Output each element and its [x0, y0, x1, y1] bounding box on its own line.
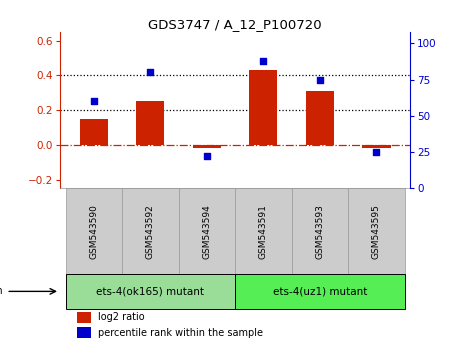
Text: GSM543595: GSM543595 [372, 204, 381, 259]
Bar [178, 188, 235, 274]
Bar [362, 145, 390, 148]
Text: GSM543594: GSM543594 [202, 204, 211, 258]
Text: percentile rank within the sample: percentile rank within the sample [99, 328, 264, 338]
Title: GDS3747 / A_12_P100720: GDS3747 / A_12_P100720 [148, 18, 322, 31]
Text: log2 ratio: log2 ratio [99, 312, 145, 322]
Bar [77, 327, 91, 338]
Bar [136, 101, 165, 145]
Text: GSM543592: GSM543592 [146, 204, 155, 258]
Bar [193, 145, 221, 148]
Point [203, 154, 211, 159]
Point [316, 77, 324, 82]
Text: GSM543590: GSM543590 [89, 204, 98, 259]
Bar [65, 188, 122, 274]
Text: ets-4(ok165) mutant: ets-4(ok165) mutant [96, 286, 204, 296]
Text: ets-4(uz1) mutant: ets-4(uz1) mutant [273, 286, 367, 296]
Bar [306, 91, 334, 145]
Text: GSM543591: GSM543591 [259, 204, 268, 259]
Bar [77, 312, 91, 322]
Point [372, 149, 380, 155]
Bar [80, 119, 108, 145]
Bar [235, 188, 292, 274]
Bar [235, 274, 405, 309]
Text: GSM543593: GSM543593 [315, 204, 325, 259]
Bar [249, 70, 278, 145]
Point [147, 69, 154, 75]
Bar [292, 188, 348, 274]
Text: genotype/variation: genotype/variation [0, 286, 3, 296]
Point [260, 58, 267, 64]
Bar [348, 188, 405, 274]
Bar [65, 274, 235, 309]
Bar [122, 188, 178, 274]
Point [90, 98, 98, 104]
